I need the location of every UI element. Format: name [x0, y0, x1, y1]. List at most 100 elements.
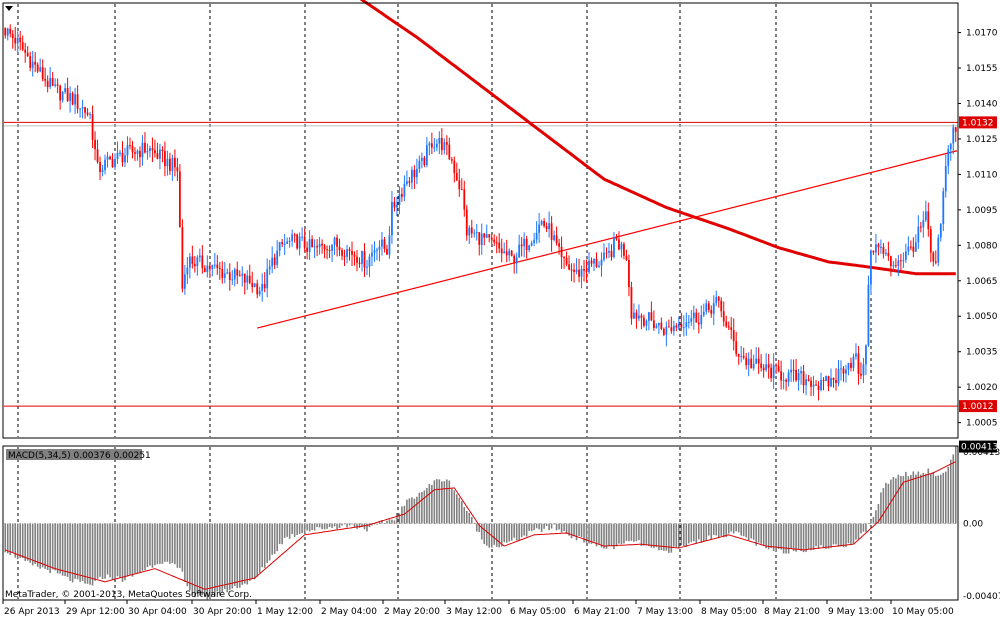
- candle-body: [106, 156, 109, 160]
- candle-body: [954, 127, 957, 132]
- candle-body: [233, 269, 236, 280]
- candle-body: [790, 369, 792, 373]
- macd-bar: [812, 523, 815, 550]
- candle-body: [767, 364, 770, 368]
- candle-body: [573, 269, 575, 272]
- macd-bar: [416, 496, 418, 524]
- macd-bar: [151, 523, 154, 568]
- macd-bar: [503, 523, 506, 543]
- macd-bar: [164, 523, 166, 562]
- macd-chart[interactable]: [4, 445, 958, 600]
- candle-body: [169, 158, 171, 171]
- candle-body: [323, 245, 326, 250]
- macd-bar: [263, 523, 266, 568]
- symbol-dropdown-icon[interactable]: [5, 6, 13, 11]
- candle-body: [291, 234, 294, 241]
- candle-body: [949, 143, 952, 150]
- macd-bar: [835, 523, 837, 545]
- macd-bar: [76, 523, 79, 580]
- candle-body: [677, 324, 680, 328]
- candle-body: [922, 220, 925, 228]
- candle-body: [695, 312, 698, 323]
- macd-bar: [553, 523, 555, 525]
- macd-bar: [882, 488, 885, 524]
- candle-body: [670, 327, 673, 332]
- candle-body: [795, 369, 797, 381]
- macd-bar: [740, 523, 743, 536]
- macd-bar: [226, 523, 229, 593]
- macd-bar: [508, 523, 510, 542]
- candle-body: [34, 61, 37, 65]
- macd-bar: [311, 523, 313, 531]
- price-candles: [4, 24, 957, 401]
- macd-bar: [288, 523, 291, 539]
- macd-bar: [106, 523, 109, 575]
- candle-body: [188, 256, 191, 268]
- macd-bar: [782, 523, 785, 554]
- candle-body: [104, 159, 106, 171]
- macd-bar: [690, 523, 693, 543]
- candle-body: [183, 274, 186, 289]
- macd-bar: [331, 523, 333, 528]
- candle-body: [31, 61, 34, 68]
- macd-bar: [578, 523, 580, 536]
- macd-bar: [663, 523, 665, 551]
- price-chart[interactable]: 1.0132 1.0012: [4, 0, 997, 437]
- candle-body: [458, 180, 461, 190]
- candle-body: [727, 326, 730, 328]
- macd-bar: [428, 484, 431, 524]
- macd-bar: [296, 523, 298, 535]
- macd-bar: [653, 523, 655, 548]
- candle-body: [732, 330, 735, 342]
- macd-bar: [161, 523, 164, 564]
- candle-body: [59, 85, 62, 101]
- macd-bar: [520, 523, 523, 538]
- macd-bar: [436, 479, 438, 524]
- macd-bar: [306, 523, 308, 531]
- macd-bar: [16, 523, 19, 560]
- macd-bar: [568, 523, 570, 536]
- candle-body: [543, 220, 546, 227]
- candle-body: [518, 244, 521, 258]
- candle-body: [213, 264, 216, 266]
- macd-bar: [19, 523, 22, 558]
- candle-body: [288, 240, 291, 242]
- macd-bar: [49, 523, 51, 574]
- macd-bar: [121, 523, 124, 582]
- candle-body: [924, 211, 927, 221]
- candle-body: [478, 232, 481, 245]
- macd-bar: [455, 494, 458, 524]
- macd-bar: [114, 523, 116, 580]
- macd-bar: [228, 523, 231, 590]
- macd-bar: [515, 523, 518, 541]
- macd-bar: [805, 523, 807, 552]
- candle-body: [620, 243, 623, 250]
- macd-bar: [712, 523, 715, 535]
- chevron-down-icon[interactable]: [5, 6, 13, 11]
- candle-body: [338, 246, 341, 251]
- candle-body: [919, 226, 922, 228]
- candle-body: [111, 159, 114, 168]
- macd-bar: [595, 523, 598, 547]
- moving-average-line[interactable]: [355, 0, 956, 276]
- macd-bar: [593, 523, 595, 542]
- candle-body: [520, 244, 523, 247]
- candle-body: [164, 150, 166, 167]
- candle-body: [413, 169, 416, 178]
- macd-bar: [4, 523, 7, 553]
- trendline[interactable]: [257, 150, 958, 329]
- macd-bar: [321, 523, 323, 530]
- macd-bar: [141, 523, 144, 571]
- candle-body: [857, 353, 860, 374]
- macd-bar: [41, 523, 44, 568]
- macd-bar: [680, 523, 683, 546]
- candle-body: [608, 250, 610, 253]
- candle-body: [475, 232, 478, 234]
- macd-bar: [737, 523, 740, 533]
- macd-bar: [211, 523, 214, 596]
- candle-body: [870, 250, 872, 285]
- candle-body: [603, 252, 605, 260]
- level-price-label: 1.0132: [962, 118, 994, 128]
- panel-separator: [0, 439, 1000, 445]
